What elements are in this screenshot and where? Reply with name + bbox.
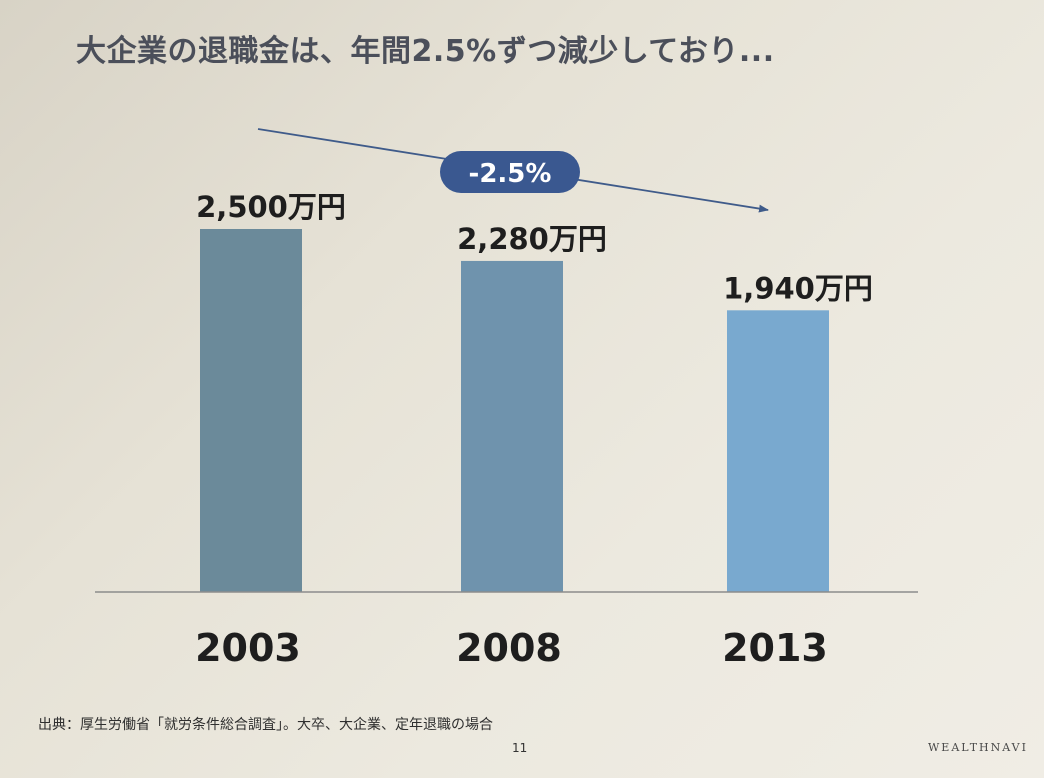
- value-label-2003: 2,500万円: [196, 190, 346, 224]
- page-title: 大企業の退職金は、年間2.5%ずつ減少しており...: [76, 34, 775, 69]
- bar-chart: -2.5% 2,500万円 2003 2,280万円 2008 1,940万円 2013: [95, 128, 918, 670]
- x-tick-label-2013: 2013: [722, 626, 828, 670]
- value-label-2013: 1,940万円: [723, 271, 873, 305]
- trend-badge: [440, 151, 580, 193]
- page-number: 11: [512, 741, 528, 755]
- source-footnote: 出典：厚生労働省「就労条件総合調査」。大卒、大企業、定年退職の場合: [38, 717, 493, 733]
- bar-2008: [461, 260, 563, 592]
- brand-logo: WEALTHNAVI: [928, 741, 1028, 754]
- x-tick-label-2003: 2003: [195, 626, 301, 670]
- value-label-2008: 2,280万円: [457, 222, 607, 256]
- x-tick-label-2008: 2008: [456, 626, 562, 670]
- bar-2003: [200, 229, 302, 592]
- trend-annotation: -2.5%: [257, 128, 769, 213]
- trend-badge-label: -2.5%: [469, 159, 552, 189]
- bar-2013: [727, 310, 829, 592]
